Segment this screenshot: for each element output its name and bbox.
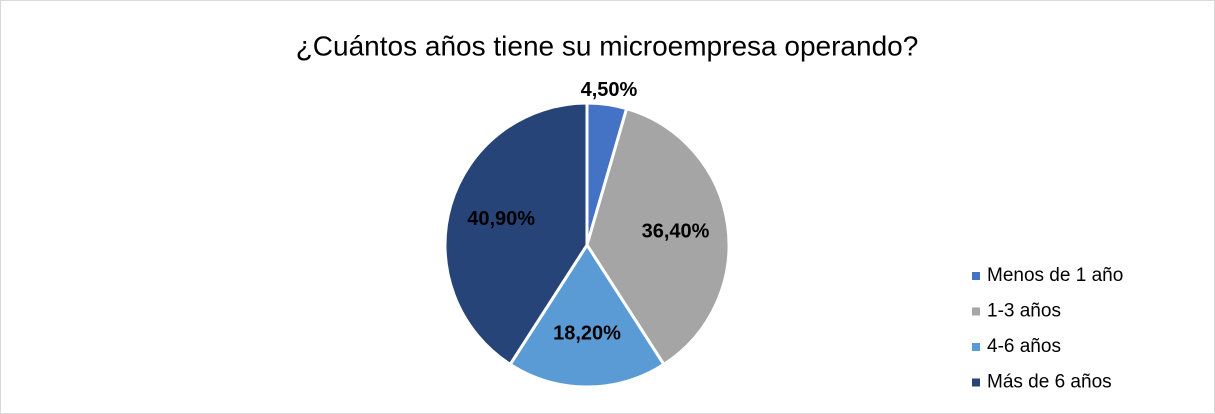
chart-title: ¿Cuántos años tiene su microempresa oper…: [296, 30, 919, 61]
pie-slice: [443, 101, 589, 367]
pie-slice: [508, 242, 666, 389]
data-label: 36,40%: [642, 220, 710, 242]
legend-swatch: [972, 378, 980, 387]
legend-label: Más de 6 años: [987, 372, 1112, 393]
legend-label: 1-3 años: [987, 301, 1061, 322]
data-label: 18,20%: [553, 323, 621, 345]
data-label: 40,90%: [467, 208, 535, 230]
data-label: 4,50%: [581, 79, 638, 101]
legend-swatch: [972, 272, 980, 280]
legend-swatch: [972, 307, 980, 316]
pie-slice: [585, 106, 731, 367]
legend-label: 4-6 años: [987, 336, 1061, 357]
legend-label: Menos de 1 año: [987, 265, 1123, 286]
legend-swatch: [972, 343, 980, 351]
